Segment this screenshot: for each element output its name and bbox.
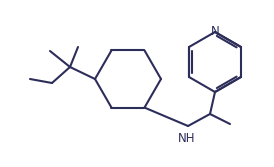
Text: N: N [211, 25, 219, 38]
Text: NH: NH [178, 132, 196, 145]
